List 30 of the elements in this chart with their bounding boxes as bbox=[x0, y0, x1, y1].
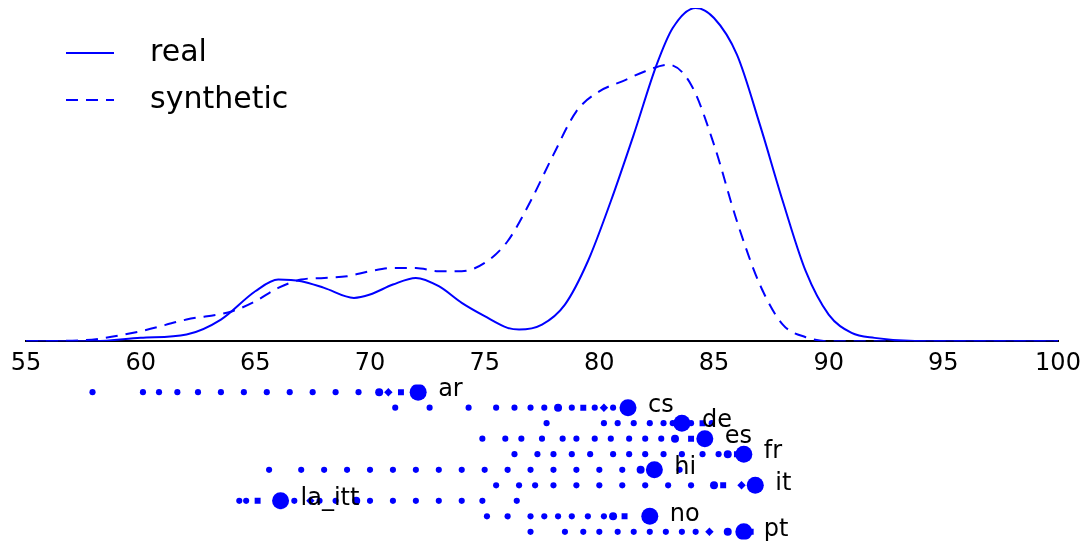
x-tick-label: 65 bbox=[240, 347, 271, 376]
point bbox=[688, 435, 695, 442]
series-label: pt bbox=[763, 514, 789, 543]
legend-label: synthetic bbox=[150, 79, 289, 115]
point bbox=[737, 481, 746, 490]
x-tick-label: 85 bbox=[698, 347, 730, 376]
point bbox=[384, 387, 393, 397]
series-label: la_itt bbox=[300, 483, 360, 512]
series-label: no bbox=[669, 498, 700, 527]
x-tick-label: 95 bbox=[928, 347, 959, 376]
x-tick-label: 100 bbox=[1035, 347, 1081, 376]
point bbox=[599, 403, 609, 412]
series-label: ar bbox=[438, 374, 463, 403]
point bbox=[397, 389, 404, 396]
series-label: fr bbox=[763, 436, 783, 465]
x-tick-label: 60 bbox=[125, 347, 156, 376]
point bbox=[580, 404, 587, 411]
legend-label: real bbox=[150, 32, 207, 68]
x-tick-label: 75 bbox=[469, 347, 500, 376]
x-tick-label: 70 bbox=[354, 347, 386, 376]
series-label: hi bbox=[674, 452, 697, 481]
point bbox=[720, 482, 727, 489]
point bbox=[705, 527, 714, 537]
point bbox=[254, 497, 261, 504]
series-label: cs bbox=[648, 389, 674, 418]
point bbox=[621, 513, 628, 520]
x-tick-label: 90 bbox=[813, 347, 844, 376]
series-label: it bbox=[775, 467, 792, 496]
x-tick-label: 55 bbox=[10, 347, 42, 376]
x-tick-label: 80 bbox=[584, 347, 615, 376]
